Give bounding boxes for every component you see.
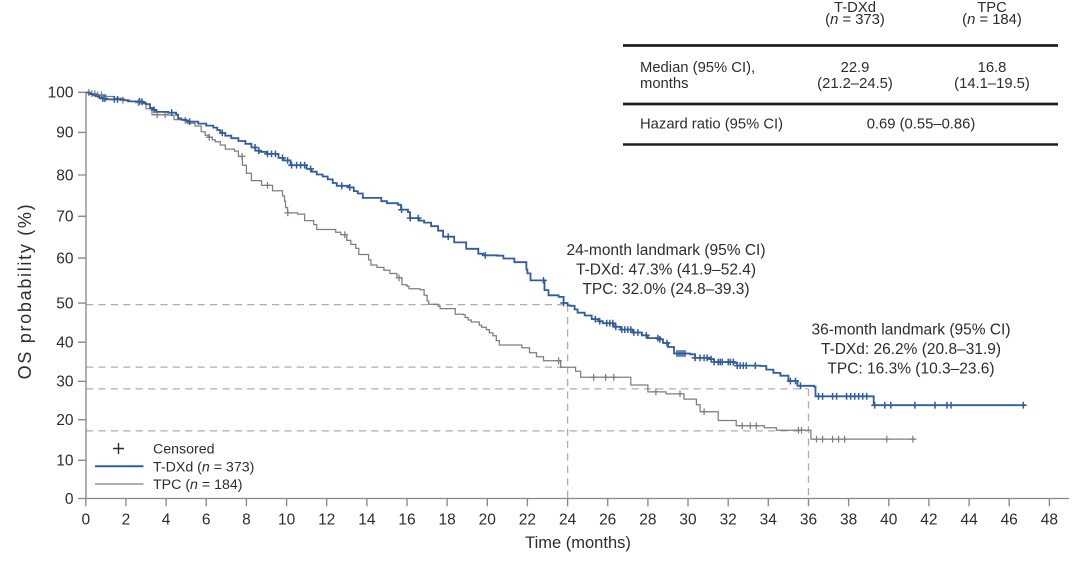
svg-text:OS probability (%): OS probability (%): [15, 203, 35, 380]
svg-text:40: 40: [56, 335, 74, 352]
svg-text:50: 50: [56, 295, 74, 312]
svg-text:months: months: [640, 76, 689, 92]
svg-text:12: 12: [318, 512, 335, 529]
svg-text:TPC: 16.3% (10.3–23.6): TPC: 16.3% (10.3–23.6): [827, 361, 994, 378]
svg-text:10: 10: [56, 453, 74, 470]
svg-text:22: 22: [519, 512, 536, 529]
svg-text:32: 32: [720, 512, 737, 529]
svg-text:40: 40: [880, 512, 898, 529]
svg-text:34: 34: [760, 512, 778, 529]
svg-text:Median (95% CI),: Median (95% CI),: [640, 60, 755, 76]
svg-text:4: 4: [162, 512, 171, 529]
svg-text:(n = 184): (n = 184): [962, 12, 1022, 28]
svg-text:(n = 373): (n = 373): [825, 12, 885, 28]
svg-text:28: 28: [639, 512, 656, 529]
svg-text:16: 16: [398, 512, 415, 529]
svg-text:16.8: 16.8: [978, 60, 1007, 76]
svg-text:18: 18: [438, 512, 455, 529]
svg-text:42: 42: [920, 512, 937, 529]
svg-text:14: 14: [358, 512, 376, 529]
svg-text:T-DXd: T-DXd: [834, 0, 876, 16]
svg-text:0.69 (0.55–0.86): 0.69 (0.55–0.86): [867, 117, 976, 133]
svg-text:TPC (n = 184): TPC (n = 184): [153, 477, 243, 493]
svg-text:0: 0: [65, 491, 74, 508]
svg-text:20: 20: [56, 412, 74, 429]
svg-text:(21.2–24.5): (21.2–24.5): [817, 76, 893, 92]
svg-text:TPC: TPC: [977, 0, 1007, 16]
svg-text:8: 8: [242, 512, 251, 529]
svg-text:Censored: Censored: [153, 442, 215, 458]
svg-text:TPC: 32.0% (24.8–39.3): TPC: 32.0% (24.8–39.3): [582, 281, 749, 298]
svg-text:44: 44: [960, 512, 978, 529]
svg-text:Hazard ratio (95% CI): Hazard ratio (95% CI): [640, 117, 783, 133]
svg-text:26: 26: [599, 512, 616, 529]
svg-text:T-DXd: 26.2% (20.8–31.9): T-DXd: 26.2% (20.8–31.9): [821, 341, 1001, 358]
svg-text:30: 30: [56, 374, 74, 391]
svg-text:80: 80: [56, 167, 74, 184]
svg-text:T-DXd (n = 373): T-DXd (n = 373): [153, 459, 254, 475]
svg-text:(14.1–19.5): (14.1–19.5): [954, 76, 1030, 92]
svg-text:38: 38: [840, 512, 857, 529]
svg-text:24: 24: [559, 512, 577, 529]
svg-text:6: 6: [202, 512, 211, 529]
svg-text:20: 20: [479, 512, 497, 529]
svg-text:22.9: 22.9: [841, 60, 870, 76]
svg-text:T-DXd: 47.3% (41.9–52.4): T-DXd: 47.3% (41.9–52.4): [576, 262, 756, 279]
svg-text:48: 48: [1041, 512, 1058, 529]
svg-text:100: 100: [48, 85, 74, 102]
svg-text:30: 30: [679, 512, 697, 529]
svg-text:36: 36: [800, 512, 817, 529]
svg-text:2: 2: [122, 512, 131, 529]
svg-text:10: 10: [278, 512, 296, 529]
svg-text:24-month landmark (95% CI): 24-month landmark (95% CI): [567, 242, 766, 259]
svg-text:60: 60: [56, 250, 74, 267]
svg-text:0: 0: [81, 512, 90, 529]
svg-text:46: 46: [1001, 512, 1018, 529]
svg-text:36-month landmark (95% CI): 36-month landmark (95% CI): [812, 322, 1011, 339]
svg-text:Time (months): Time (months): [525, 534, 631, 552]
svg-text:70: 70: [56, 209, 74, 226]
svg-text:90: 90: [56, 125, 74, 142]
